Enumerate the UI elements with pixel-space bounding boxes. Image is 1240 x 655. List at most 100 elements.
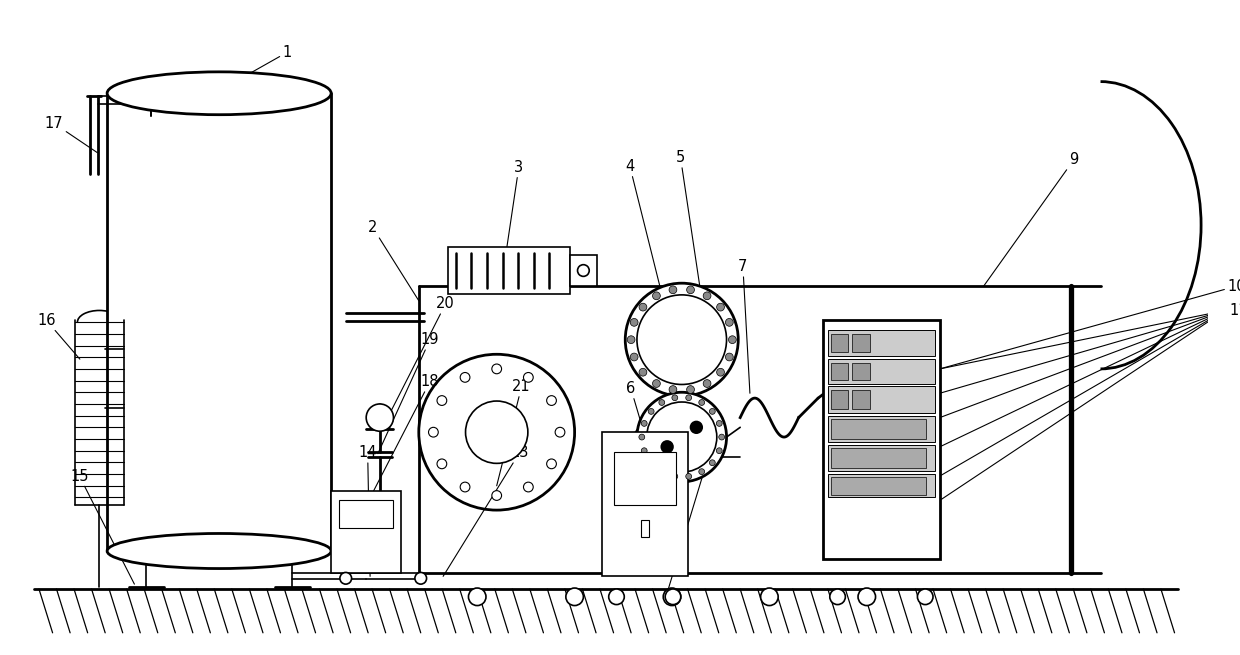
Circle shape xyxy=(556,427,565,437)
Text: 16: 16 xyxy=(37,312,79,359)
Text: 1: 1 xyxy=(210,45,291,96)
Circle shape xyxy=(663,588,681,606)
Circle shape xyxy=(419,354,574,510)
Circle shape xyxy=(760,588,779,606)
Text: 2: 2 xyxy=(368,220,419,301)
Circle shape xyxy=(717,303,724,311)
Circle shape xyxy=(728,336,737,344)
Bar xyxy=(448,247,569,294)
Circle shape xyxy=(625,283,738,396)
Bar xyxy=(831,419,926,439)
Circle shape xyxy=(647,402,717,472)
Circle shape xyxy=(547,459,557,469)
Text: 9: 9 xyxy=(983,152,1079,286)
Circle shape xyxy=(719,434,724,440)
Bar xyxy=(107,93,331,551)
Circle shape xyxy=(658,400,665,405)
Circle shape xyxy=(415,572,427,584)
Circle shape xyxy=(578,265,589,276)
Circle shape xyxy=(709,460,715,466)
Circle shape xyxy=(565,588,583,606)
Circle shape xyxy=(630,318,639,326)
Bar xyxy=(831,363,848,380)
Circle shape xyxy=(703,292,711,300)
Text: 3: 3 xyxy=(506,160,523,250)
Circle shape xyxy=(460,482,470,492)
Bar xyxy=(569,255,596,286)
Bar xyxy=(852,363,869,380)
Circle shape xyxy=(649,460,653,466)
Text: 6: 6 xyxy=(626,381,647,442)
Circle shape xyxy=(858,588,875,606)
Circle shape xyxy=(687,286,694,293)
Text: 18: 18 xyxy=(366,374,439,505)
Bar xyxy=(601,432,688,576)
Circle shape xyxy=(630,353,639,361)
Circle shape xyxy=(670,386,677,394)
Circle shape xyxy=(699,469,704,475)
Bar xyxy=(831,448,926,468)
Circle shape xyxy=(429,427,438,437)
Circle shape xyxy=(691,421,702,433)
Circle shape xyxy=(717,421,722,426)
Circle shape xyxy=(639,434,645,440)
Bar xyxy=(828,330,935,356)
Bar xyxy=(852,390,869,409)
Circle shape xyxy=(717,368,724,376)
Circle shape xyxy=(436,396,446,405)
Text: 8: 8 xyxy=(635,369,684,432)
Text: 19: 19 xyxy=(378,332,439,454)
Circle shape xyxy=(469,588,486,606)
Text: 10: 10 xyxy=(940,278,1240,369)
Text: 15: 15 xyxy=(71,468,134,584)
Circle shape xyxy=(637,295,727,384)
Circle shape xyxy=(703,380,711,387)
Circle shape xyxy=(658,469,665,475)
Circle shape xyxy=(465,401,528,463)
Bar xyxy=(828,386,935,413)
Text: 13: 13 xyxy=(443,445,528,576)
Text: 11: 11 xyxy=(1229,303,1240,318)
Bar xyxy=(823,320,940,559)
Circle shape xyxy=(436,459,446,469)
Ellipse shape xyxy=(107,533,331,569)
Circle shape xyxy=(460,373,470,383)
Bar xyxy=(831,334,848,352)
Circle shape xyxy=(665,589,681,605)
Circle shape xyxy=(652,292,661,300)
Bar xyxy=(828,416,935,442)
Bar xyxy=(852,334,869,352)
Text: 5: 5 xyxy=(676,150,702,296)
Circle shape xyxy=(686,395,692,401)
Text: 21: 21 xyxy=(497,379,531,486)
Text: 7: 7 xyxy=(738,259,750,393)
Circle shape xyxy=(639,303,647,311)
Circle shape xyxy=(717,448,722,454)
Circle shape xyxy=(609,589,624,605)
Circle shape xyxy=(547,396,557,405)
Bar xyxy=(339,500,393,528)
Circle shape xyxy=(687,386,694,394)
Bar xyxy=(828,445,935,471)
Circle shape xyxy=(523,482,533,492)
Circle shape xyxy=(641,421,647,426)
Circle shape xyxy=(639,368,647,376)
Bar xyxy=(331,491,402,573)
Circle shape xyxy=(725,353,733,361)
Text: 14: 14 xyxy=(358,445,377,576)
Bar xyxy=(831,477,926,495)
Circle shape xyxy=(652,380,661,387)
Text: 20: 20 xyxy=(383,296,455,427)
Circle shape xyxy=(492,364,501,374)
Bar xyxy=(831,390,848,409)
Circle shape xyxy=(523,373,533,383)
Bar xyxy=(614,452,676,505)
Circle shape xyxy=(686,474,692,479)
Circle shape xyxy=(725,318,733,326)
Circle shape xyxy=(649,409,653,415)
Circle shape xyxy=(918,589,932,605)
Ellipse shape xyxy=(107,72,331,115)
Circle shape xyxy=(661,441,673,453)
Circle shape xyxy=(492,491,501,500)
Text: 12: 12 xyxy=(667,442,720,593)
